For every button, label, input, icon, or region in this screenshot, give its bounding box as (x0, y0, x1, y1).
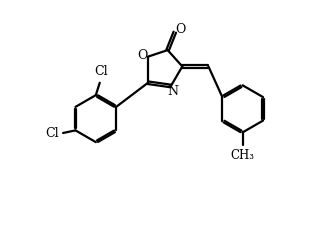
Text: Cl: Cl (94, 65, 108, 78)
Text: N: N (167, 85, 178, 98)
Text: CH₃: CH₃ (231, 149, 255, 162)
Text: O: O (175, 23, 185, 36)
Text: Cl: Cl (45, 127, 59, 140)
Text: O: O (137, 49, 148, 62)
